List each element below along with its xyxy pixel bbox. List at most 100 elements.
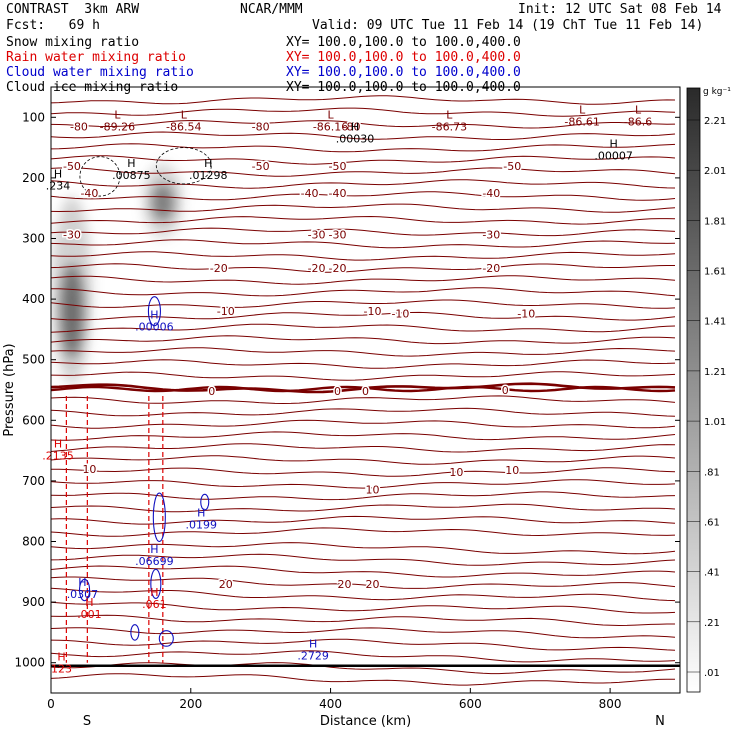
hydrometeor-contours [65, 147, 212, 663]
extremum-mark: H [150, 586, 158, 599]
colorbar-label: 1.81 [704, 216, 726, 227]
x-tick-label: 800 [599, 697, 622, 711]
colorbar-label: 1.41 [704, 317, 726, 328]
temperature-contour [51, 673, 675, 686]
temperature-contour [51, 455, 676, 465]
extremum-value: .00875 [112, 169, 151, 182]
temperature-contour [51, 143, 676, 153]
extremum-value: -86.61 [564, 115, 599, 128]
temperature-contour [51, 467, 676, 477]
y-tick-label: 600 [22, 413, 45, 427]
x-tick-label: 0 [47, 697, 55, 711]
temperature-label: -80 [70, 120, 88, 133]
extremum-mark: L [327, 108, 334, 121]
colorbar: 2.21 2.01 1.81 1.61 1.41 1.21 1.01 .81 .61 .41 .21… [686, 87, 731, 693]
cloud-water-contour [152, 492, 166, 543]
field-cloud-water-name: Cloud water mixing ratio [6, 65, 194, 80]
cloud-ice-contour [155, 147, 212, 185]
temperature-label: -50 [329, 160, 347, 173]
extremum-value: -89.26 [100, 120, 135, 133]
temperature-label: 20 [338, 578, 352, 591]
temperature-contour [51, 215, 676, 225]
extremum-value: .01298 [189, 169, 228, 182]
colorbar-label: .81 [704, 467, 720, 478]
temperature-label: -10 [217, 305, 235, 318]
temperature-label: -20 [210, 262, 228, 275]
extremum-value: .234 [46, 180, 71, 193]
field-snow-name: Snow mixing ratio [6, 35, 140, 50]
init-time: Init: 12 UTC Sat 08 Feb 14 [518, 2, 722, 17]
temperature-label: 10 [505, 464, 519, 477]
extremum-value: -86.54 [166, 120, 201, 133]
extremum-mark: L [579, 103, 586, 116]
cloud-water-contour [147, 296, 161, 327]
temperature-label: -20 [308, 262, 326, 275]
temperature-contour [51, 407, 676, 417]
field-snow-xy: XY= 100.0,100.0 to 100.0,400.0 [286, 35, 521, 50]
temperature-contour [51, 275, 676, 285]
start-label: S [83, 714, 91, 729]
extremum-value: .001 [77, 608, 102, 621]
temperature-contour [51, 479, 676, 489]
extremum-value: .0307 [67, 588, 99, 601]
temperature-label: 0 [502, 384, 509, 397]
x-axis-label: Distance (km) [320, 714, 411, 729]
temperature-label: -50 [503, 160, 521, 173]
temperature-contour [51, 627, 676, 639]
plot-frame [50, 86, 681, 694]
temperature-contour [51, 431, 676, 441]
temperature-contour [51, 359, 676, 369]
extremum-mark: H [127, 157, 135, 170]
x-tick-label: 200 [179, 697, 202, 711]
colorbar-label: 2.01 [704, 166, 726, 177]
temperature-contour [51, 527, 676, 537]
extremum-mark: H [204, 157, 212, 170]
y-tick-label: 300 [22, 232, 45, 246]
temperature-label: 0 [334, 385, 341, 398]
temperature-contour [51, 335, 676, 345]
extremum-mark: H [609, 137, 617, 150]
colorbar-label: 1.61 [704, 267, 726, 278]
temperature-contour [51, 227, 676, 237]
temperature-contour [51, 587, 676, 602]
temperature-contour [51, 287, 676, 297]
temperature-contour [51, 553, 676, 566]
temperature-label: -10 [364, 305, 382, 318]
temperature-contour [51, 251, 676, 261]
org-title: NCAR/MMM [240, 2, 303, 17]
extremum-mark: H [54, 168, 62, 181]
temperature-contours [51, 95, 680, 686]
extremum-value: .2135 [42, 449, 74, 462]
temperature-label: -50 [63, 160, 81, 173]
extremum-value: .061 [142, 598, 167, 611]
snow-shading-layer [51, 162, 183, 384]
cloud-water-contour [150, 568, 162, 600]
extremum-mark: L [114, 108, 121, 121]
temperature-label: -10 [391, 308, 409, 321]
x-tick-label: 600 [459, 697, 482, 711]
temperature-contour [51, 95, 676, 105]
temperature-contour [51, 299, 676, 309]
end-label: N [655, 714, 665, 729]
extremum-value: -86.16 [313, 120, 348, 133]
temperature-label: 0 [208, 385, 215, 398]
temperature-label: -80 [252, 120, 270, 133]
extremum-mark: H [150, 308, 158, 321]
temperature-label: -30 [482, 228, 500, 241]
temperature-label: -10 [517, 308, 535, 321]
forecast-hour: Fcst: 69 h [6, 18, 100, 33]
temperature-label: 10 [449, 466, 463, 479]
temperature-label: 0 [362, 385, 369, 398]
extremum-mark: H [197, 506, 205, 519]
extremum-value: .2729 [297, 649, 329, 662]
temperature-label: 10 [365, 483, 379, 496]
temperature-contour [51, 662, 676, 675]
temperature-contour [51, 119, 676, 129]
temperature-label: -30 [329, 228, 347, 241]
zero-degree-contour [51, 385, 676, 393]
colorbar-unit: g kg⁻¹ [703, 87, 731, 97]
temperature-contour [51, 323, 676, 333]
y-tick-label: 1000 [14, 656, 45, 670]
